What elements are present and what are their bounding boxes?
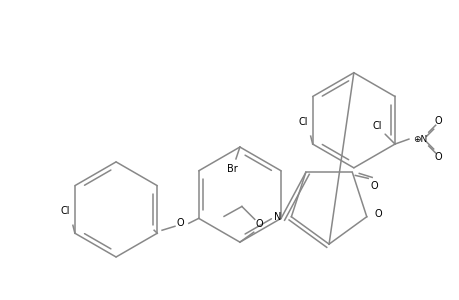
Text: N: N xyxy=(273,212,280,222)
Text: Cl: Cl xyxy=(372,121,381,131)
Text: Br: Br xyxy=(226,164,237,174)
Text: Cl: Cl xyxy=(60,206,70,216)
Text: ⊕N: ⊕N xyxy=(412,135,426,144)
Text: O: O xyxy=(434,116,442,126)
Text: O: O xyxy=(434,152,442,162)
Text: O: O xyxy=(369,181,377,191)
Text: Cl: Cl xyxy=(297,117,307,127)
Text: O: O xyxy=(255,219,263,229)
Text: O: O xyxy=(374,209,381,219)
Text: O: O xyxy=(176,218,183,228)
